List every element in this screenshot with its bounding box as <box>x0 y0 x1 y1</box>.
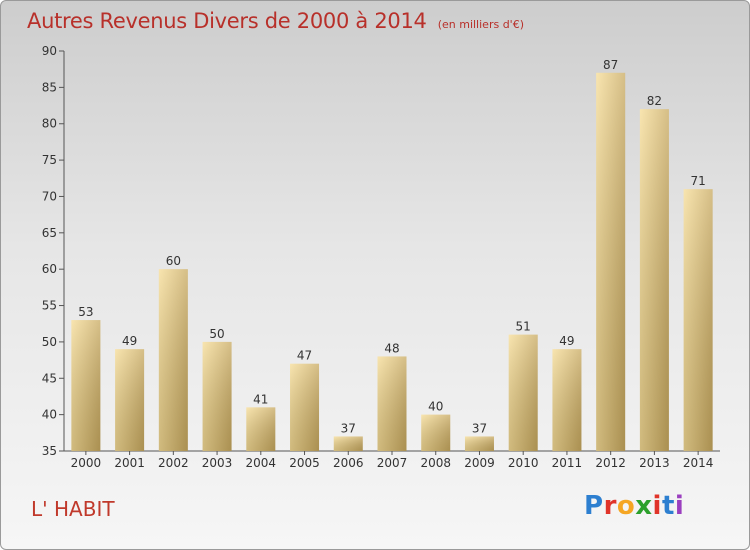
value-label-2003: 50 <box>209 327 224 341</box>
x-tick-label: 2011 <box>552 456 583 470</box>
x-tick-label: 2009 <box>464 456 495 470</box>
bars <box>71 72 713 452</box>
value-label-2004: 41 <box>253 392 268 406</box>
bar-shade-2001 <box>115 349 145 451</box>
x-tick-label: 2007 <box>377 456 408 470</box>
x-tick-label: 2003 <box>202 456 233 470</box>
chart-title-block: Autres Revenus Divers de 2000 à 2014 (en… <box>27 9 524 33</box>
x-tick-label: 2005 <box>289 456 320 470</box>
x-tick-label: 2000 <box>71 456 102 470</box>
value-label-2010: 51 <box>516 320 531 334</box>
value-label-2008: 40 <box>428 400 443 414</box>
bar-shade-2010 <box>508 334 538 451</box>
x-tick-label: 2013 <box>639 456 670 470</box>
value-label-2012: 87 <box>603 58 618 72</box>
bar-shade-2000 <box>71 320 101 451</box>
value-label-2005: 47 <box>297 349 312 363</box>
logo-letter: i <box>652 491 662 521</box>
y-tick-label: 50 <box>42 335 57 349</box>
bar-shade-2011 <box>552 349 582 451</box>
value-label-2013: 82 <box>647 94 662 108</box>
x-tick-label: 2008 <box>420 456 451 470</box>
y-tick-label: 45 <box>42 371 57 385</box>
y-tick-label: 90 <box>42 44 57 58</box>
logo-letter: i <box>674 491 685 521</box>
bar-shade-2014 <box>683 189 713 451</box>
logo-letter: r <box>603 491 617 521</box>
value-label-2011: 49 <box>559 334 574 348</box>
value-label-2007: 48 <box>384 341 399 355</box>
x-tick-label: 2014 <box>683 456 714 470</box>
location-label: L' HABIT <box>31 497 115 521</box>
y-tick-label: 75 <box>42 153 57 167</box>
x-tick-label: 2004 <box>246 456 277 470</box>
y-tick-label: 85 <box>42 80 57 94</box>
bar-shade-2003 <box>202 341 232 451</box>
bar-shade-2007 <box>377 356 407 451</box>
bar-shade-2005 <box>290 363 320 451</box>
chart-title: Autres Revenus Divers de 2000 à 2014 <box>27 9 427 33</box>
y-tick-label: 80 <box>42 117 57 131</box>
axes: 35 40 45 50 55 60 65 70 75 80 85 90 2000 2001 2002 2003… <box>42 44 720 470</box>
logo-letter: x <box>635 491 653 521</box>
logo-letter: P <box>584 491 604 521</box>
x-tick-label: 2010 <box>508 456 539 470</box>
y-tick-label: 35 <box>42 444 57 458</box>
y-tick-label: 65 <box>42 226 57 240</box>
value-label-2000: 53 <box>78 305 93 319</box>
x-tick-label: 2012 <box>595 456 626 470</box>
y-tick-label: 55 <box>42 299 57 313</box>
y-tick-label: 70 <box>42 189 57 203</box>
bar-shade-2008 <box>421 414 451 451</box>
value-labels: 53 49 60 50 41 47 37 48 40 37 51 49 87 82 71 <box>78 58 706 436</box>
bar-shade-2002 <box>158 269 188 451</box>
chart-subtitle: (en milliers d'€) <box>437 18 524 31</box>
x-tick-label: 2002 <box>158 456 189 470</box>
value-label-2014: 71 <box>690 174 705 188</box>
logo-letter: t <box>661 491 675 521</box>
bar-shade-2012 <box>596 72 626 452</box>
bar-shade-2004 <box>246 407 276 451</box>
proxiti-logo: Proxiti <box>584 491 684 521</box>
bar-shade-2006 <box>333 436 363 451</box>
value-label-2009: 37 <box>472 421 487 435</box>
x-tick-label: 2006 <box>333 456 364 470</box>
x-tick-label: 2001 <box>114 456 145 470</box>
value-label-2001: 49 <box>122 334 137 348</box>
bar-shade-2009 <box>464 436 494 451</box>
logo-letter: o <box>616 491 636 521</box>
bar-shade-2013 <box>639 109 669 451</box>
y-tick-label: 40 <box>42 408 57 422</box>
value-label-2002: 60 <box>166 254 181 268</box>
value-label-2006: 37 <box>341 421 356 435</box>
y-tick-label: 60 <box>42 262 57 276</box>
